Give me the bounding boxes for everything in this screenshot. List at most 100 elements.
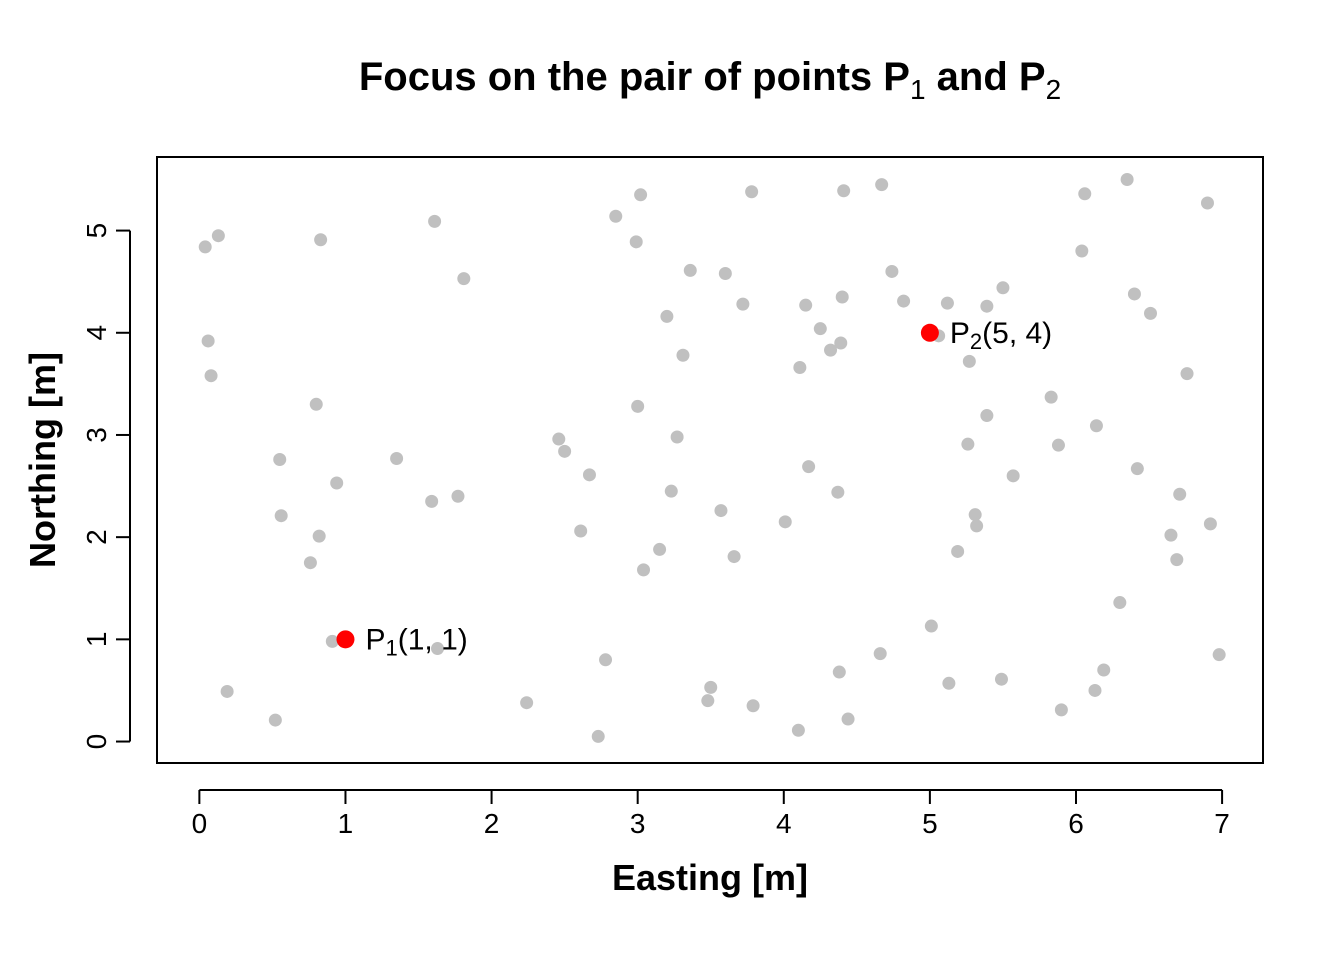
data-point [431,642,445,656]
x-tick-label: 2 [484,808,500,839]
data-point [609,209,623,223]
highlight-point-2 [920,323,939,342]
data-point [629,235,643,249]
data-point [799,298,813,312]
data-point [552,432,566,446]
data-point [451,489,465,503]
data-point [793,361,807,375]
x-tick-label: 6 [1068,808,1084,839]
x-axis-title: Easting [m] [612,857,808,898]
data-point [1144,306,1158,320]
data-point [582,468,596,482]
data-point [873,647,887,661]
data-point [653,542,667,556]
data-point [273,452,287,466]
data-point [1127,287,1141,301]
data-point [970,519,984,533]
data-point [714,504,728,518]
data-point [961,437,975,451]
data-point [727,550,741,564]
data-point [875,178,889,192]
y-axis: 0 1 2 3 4 5 [81,223,131,750]
data-point [634,188,648,202]
x-tick-label: 1 [338,808,354,839]
data-point [1054,703,1068,717]
data-point [942,676,956,690]
data-point [664,484,678,498]
data-point [1078,187,1092,201]
data-point [835,290,849,304]
chart-title-subscript-1: 1 [910,74,926,105]
data-point [631,399,645,413]
background-points-series [198,172,1226,743]
data-point [834,336,848,350]
data-point [591,729,605,743]
data-point [676,348,690,362]
data-point [1200,196,1214,210]
highlight-point-label-1: P1(1, 1) [365,623,467,660]
data-point [1212,648,1226,662]
data-point [1173,487,1187,501]
data-point [211,229,225,243]
data-point [274,509,288,523]
data-point [837,184,851,198]
chart-title-text-mid: and P [926,55,1046,99]
data-point [718,266,732,280]
plot-frame [156,156,1264,764]
data-point [791,723,805,737]
data-point [704,680,718,694]
data-point [1051,438,1065,452]
data-point [736,297,750,311]
data-point [660,309,674,323]
data-point [951,544,965,558]
data-point [897,294,911,308]
data-point [425,494,439,508]
data-point [198,240,212,254]
data-point [1075,244,1089,258]
data-point [390,451,404,465]
data-point [968,508,982,522]
data-point [832,665,846,679]
data-point [980,299,994,313]
highlight-points-series: P1(1, 1) P2(5, 4) [336,317,1052,660]
chart-title: Focus on the pair of points P1 and P2 [359,55,1061,105]
y-tick-label: 5 [81,223,112,239]
data-point [599,653,613,667]
data-point [1120,172,1134,186]
data-point [940,296,954,310]
data-point [1088,683,1102,697]
y-axis-title: Northing [m] [22,352,63,568]
data-point [1170,553,1184,567]
data-point [701,694,715,708]
data-point [1180,367,1194,381]
data-point [220,684,234,698]
x-tick-label: 5 [922,808,938,839]
data-point [330,476,344,490]
x-tick-label: 0 [192,808,208,839]
data-point [813,322,827,336]
data-point [325,634,339,648]
data-point [312,529,326,543]
data-point [268,713,282,727]
data-point [1097,663,1111,677]
x-tick-label: 4 [776,808,792,839]
data-point [558,444,572,458]
data-point [457,272,471,286]
data-point [980,409,994,423]
data-point [1164,528,1178,542]
data-point [841,712,855,726]
y-tick-label: 0 [81,734,112,750]
data-point [994,672,1008,686]
highlight-point-1 [336,630,355,649]
data-point [996,281,1010,295]
data-point [778,515,792,529]
chart-title-text: Focus on the pair of points P [359,55,910,99]
data-point [924,619,938,633]
data-point [309,397,323,411]
data-point [746,699,760,713]
data-point [201,334,215,348]
data-point [1203,517,1217,531]
data-point [831,485,845,499]
x-tick-label: 7 [1214,808,1230,839]
